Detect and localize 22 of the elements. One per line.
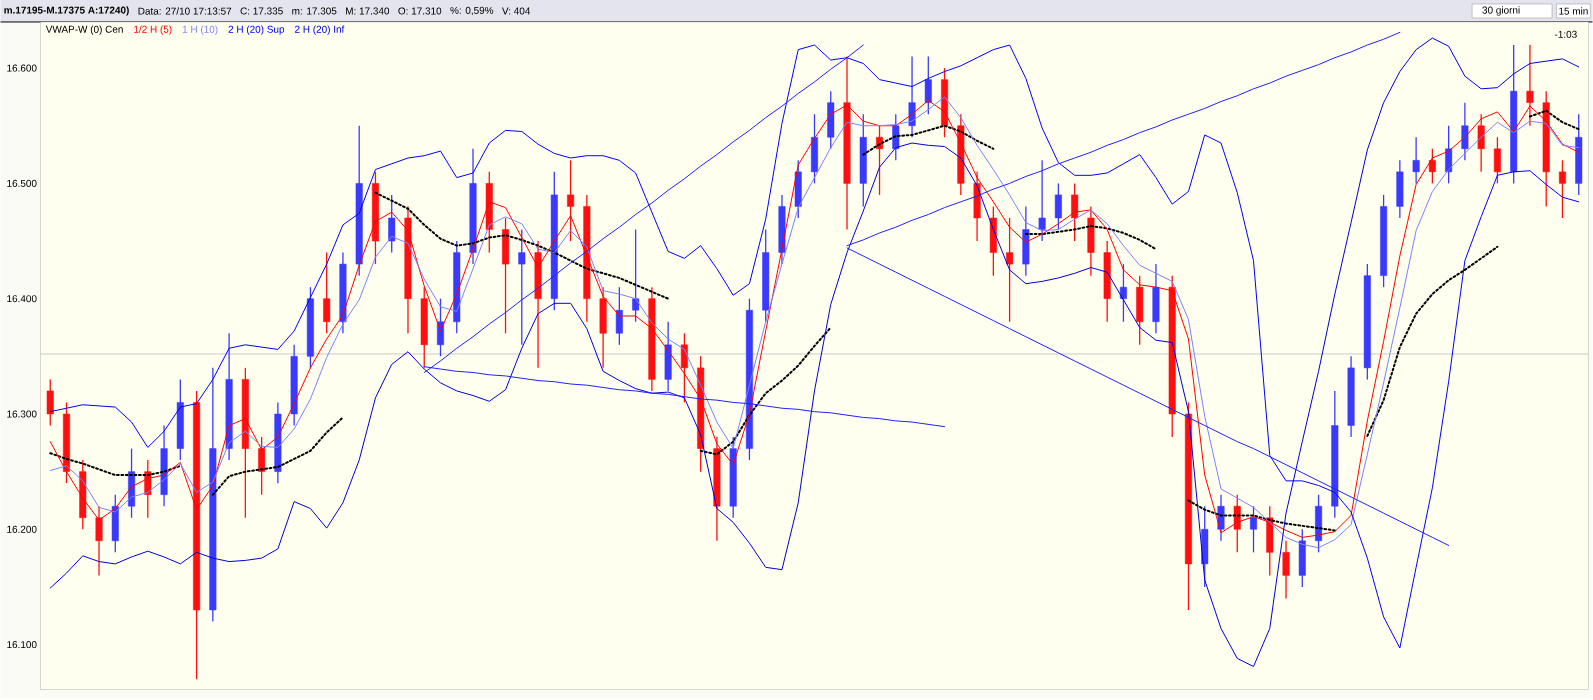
y-tick-label: 16.200 bbox=[7, 525, 37, 534]
text: m.17195-M.17375 A:17240) bbox=[4, 6, 129, 16]
text: VWAP-W (0) Cen bbox=[45, 25, 123, 35]
text: 30 giorni bbox=[1482, 6, 1520, 16]
y-tick-label: 16.600 bbox=[7, 64, 37, 72]
text: m: 17.305 bbox=[292, 7, 337, 15]
text: 2 H (20) Sup bbox=[228, 25, 285, 35]
annotation: -1:03 bbox=[1554, 31, 1577, 39]
text: 1 H (10) bbox=[182, 25, 218, 35]
text: Data: 27/10 17:13:57 bbox=[138, 7, 232, 15]
text: 2 H (20) Inf bbox=[295, 25, 345, 35]
text: 15 min bbox=[1559, 7, 1588, 15]
y-tick-label: 16.300 bbox=[7, 410, 37, 418]
text: %: 0,59% bbox=[450, 7, 494, 16]
y-tick-label: 16.500 bbox=[7, 180, 37, 188]
y-tick-label: 16.100 bbox=[7, 641, 37, 649]
text: 1/2 H (5) bbox=[134, 25, 172, 35]
text: V: 404 bbox=[502, 7, 531, 15]
text: C: 17.335 bbox=[240, 7, 283, 15]
y-tick-label: 16.400 bbox=[7, 295, 37, 303]
text: M: 17.340 bbox=[346, 7, 390, 15]
text: O: 17.310 bbox=[398, 7, 442, 15]
